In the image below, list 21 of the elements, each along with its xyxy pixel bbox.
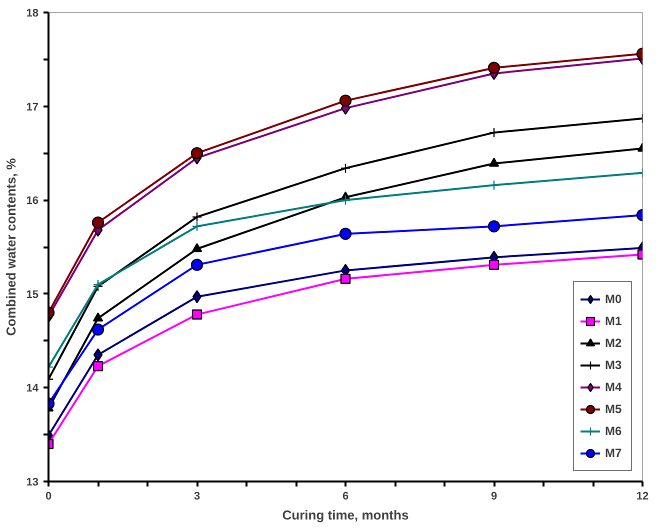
legend-label: M6 [605,423,623,440]
y-tick-label: 18 [26,8,39,20]
x-tick-label: 0 [45,490,52,502]
y-axis-title: Combined water contents, % [3,158,18,336]
x-tick-label: 12 [636,490,649,502]
y-tick-label: 14 [26,382,40,395]
legend-label: M1 [605,313,623,330]
y-tick-label: 16 [26,195,39,208]
x-tick-label: 6 [342,490,349,502]
y-tick-label: 15 [26,288,39,301]
x-tick-label: 3 [194,490,200,502]
legend-label: M2 [605,335,623,352]
x-tick-label: 9 [490,490,498,502]
x-axis-title: Curing time, months [282,508,409,522]
legend-label: M7 [605,445,623,462]
y-tick-label: 13 [26,476,39,488]
legend-label: M3 [605,357,623,374]
legend-label: M4 [605,379,623,396]
legend-label: M5 [605,401,623,418]
y-tick-label: 17 [26,101,39,114]
legend-label: M0 [605,291,623,308]
